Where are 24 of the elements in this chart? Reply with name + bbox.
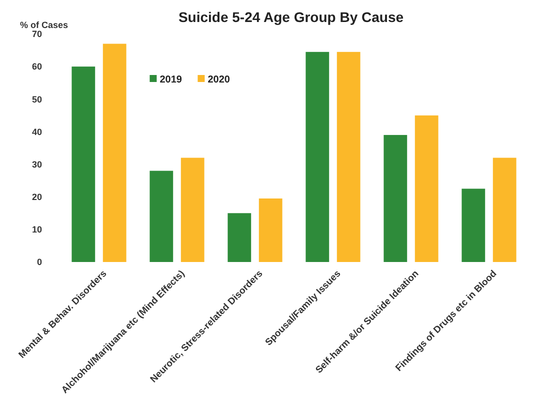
- bar: [462, 188, 486, 262]
- bar: [492, 158, 516, 262]
- bar: [258, 198, 282, 262]
- bar: [384, 134, 408, 262]
- y-tick-label: 30: [32, 159, 42, 170]
- y-tick-label: 20: [32, 192, 42, 202]
- bar: [336, 52, 360, 262]
- bar: [306, 52, 330, 262]
- y-tick-label: 70: [32, 29, 42, 40]
- bar: [102, 44, 126, 262]
- y-tick-label: 10: [32, 224, 42, 235]
- y-tick-label: 60: [32, 62, 42, 72]
- bar: [414, 115, 438, 262]
- y-tick-label: 0: [36, 257, 42, 268]
- legend-label: 2019: [160, 74, 182, 86]
- chart-title: Suicide 5-24 Age Group By Cause: [178, 9, 404, 25]
- legend-label: 2020: [208, 74, 230, 86]
- y-tick-label: 40: [32, 126, 42, 137]
- y-axis-title: % of Cases: [20, 20, 68, 30]
- bar: [150, 170, 174, 262]
- bar: [180, 158, 204, 262]
- bar: [72, 66, 96, 262]
- bar: [228, 213, 252, 262]
- y-tick-label: 50: [32, 94, 42, 104]
